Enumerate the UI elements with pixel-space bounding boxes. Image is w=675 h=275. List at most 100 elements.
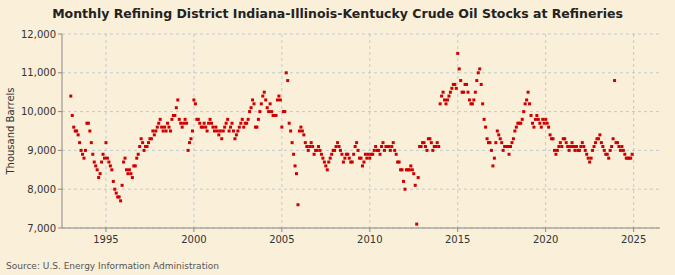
tick-mark <box>457 228 458 232</box>
point <box>478 67 481 70</box>
point <box>367 153 370 156</box>
point <box>81 153 84 156</box>
point <box>283 110 286 113</box>
point <box>125 168 128 171</box>
point <box>143 149 146 152</box>
tick-label: 8,000 <box>27 184 56 195</box>
point <box>607 157 610 160</box>
point <box>231 122 234 125</box>
point <box>110 168 113 171</box>
y-axis-label: Thousand Barrels <box>5 87 16 175</box>
point <box>99 172 102 175</box>
point <box>276 98 279 101</box>
point <box>600 141 603 144</box>
point <box>103 157 106 160</box>
point <box>206 130 209 133</box>
point <box>128 168 131 171</box>
point <box>575 145 578 148</box>
point <box>431 149 434 152</box>
point <box>118 195 121 198</box>
tick-mark <box>545 228 546 232</box>
point <box>423 141 426 144</box>
point <box>402 180 405 183</box>
point <box>430 141 433 144</box>
point <box>210 122 213 125</box>
point <box>481 102 484 105</box>
point <box>153 133 156 136</box>
point <box>203 122 206 125</box>
point <box>512 137 515 140</box>
point <box>233 137 236 140</box>
point <box>610 145 613 148</box>
point <box>176 98 179 101</box>
point <box>80 149 83 152</box>
point <box>107 161 110 164</box>
point <box>351 161 354 164</box>
point <box>134 164 137 167</box>
point <box>581 141 584 144</box>
point <box>294 164 297 167</box>
point <box>72 126 75 129</box>
point <box>522 110 525 113</box>
point <box>538 122 541 125</box>
point <box>308 145 311 148</box>
point <box>220 137 223 140</box>
tick-label: 2010 <box>357 234 382 245</box>
point <box>445 102 448 105</box>
point <box>446 98 449 101</box>
point <box>305 145 308 148</box>
point <box>122 161 125 164</box>
point <box>253 102 256 105</box>
point <box>255 126 258 129</box>
point <box>502 149 505 152</box>
point <box>175 106 178 109</box>
point <box>302 133 305 136</box>
point <box>527 91 530 94</box>
point <box>77 133 80 136</box>
point <box>472 98 475 101</box>
point <box>219 130 222 133</box>
tick-label: 12,000 <box>21 29 56 40</box>
point <box>310 141 313 144</box>
point <box>296 203 299 206</box>
grid-line <box>62 228 660 229</box>
point <box>597 137 600 140</box>
point <box>412 172 415 175</box>
point <box>483 118 486 121</box>
point <box>453 83 456 86</box>
point <box>124 157 127 160</box>
point <box>612 137 615 140</box>
point <box>182 122 185 125</box>
axes: 7,0008,0009,00010,00011,00012,0001995200… <box>21 29 660 246</box>
point <box>216 130 219 133</box>
point <box>289 130 292 133</box>
point <box>622 149 625 152</box>
point <box>475 79 478 82</box>
point <box>274 114 277 117</box>
point <box>189 137 192 140</box>
point <box>408 168 411 171</box>
tick-mark <box>105 228 106 232</box>
grid-line <box>105 34 106 228</box>
point <box>365 157 368 160</box>
point <box>424 145 427 148</box>
point <box>368 157 371 160</box>
point <box>141 141 144 144</box>
point <box>307 149 310 152</box>
point <box>102 153 105 156</box>
point <box>354 145 357 148</box>
point <box>311 145 314 148</box>
point <box>201 126 204 129</box>
point <box>603 149 606 152</box>
point <box>346 153 349 156</box>
point <box>100 161 103 164</box>
point <box>115 192 118 195</box>
tick-mark <box>633 228 634 232</box>
point <box>150 137 153 140</box>
tick-label: 2020 <box>533 234 558 245</box>
point <box>458 67 461 70</box>
point <box>185 122 188 125</box>
grid-line <box>62 189 660 190</box>
point <box>178 118 181 121</box>
point <box>379 153 382 156</box>
